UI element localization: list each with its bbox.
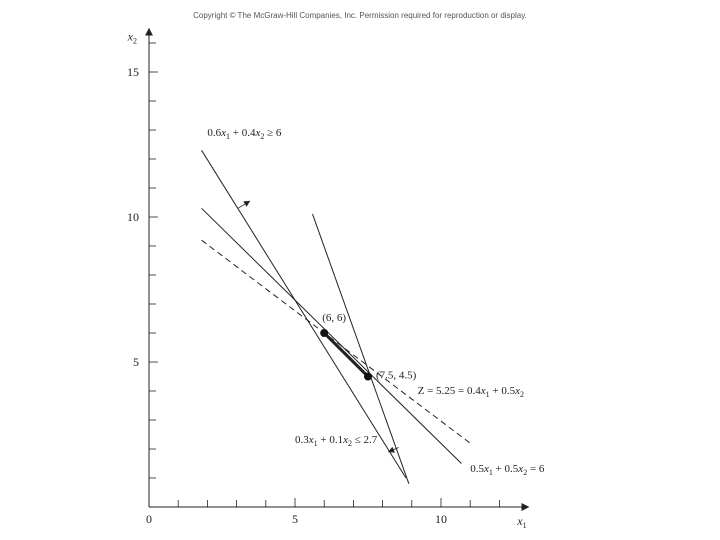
- annotation-c2_label-text: + 0.1: [318, 434, 343, 446]
- annotation-c2_label-sub: 2: [348, 439, 352, 448]
- series-line-opt: [323, 331, 370, 378]
- corner-point-marker: [320, 329, 329, 337]
- annotation-c3_label-sub: 1: [489, 468, 493, 477]
- y-axis-label-var: x: [127, 30, 134, 44]
- y-tick-label: 5: [133, 355, 139, 369]
- x-tick-label: 10: [435, 512, 447, 526]
- corner-point-label: (6, 6): [322, 312, 346, 324]
- x-axis-label: x1​: [516, 514, 526, 530]
- series-line-c2: [312, 213, 410, 484]
- annotation-c1_label-sub: 1: [226, 132, 230, 141]
- y-tick-label: 15: [127, 65, 139, 79]
- corner-point-label: (7.5, 4.5): [376, 370, 417, 382]
- copyright-notice: Copyright © The McGraw-Hill Companies, I…: [193, 11, 527, 20]
- annotation-c1_label-text: + 0.4: [230, 127, 256, 139]
- constraint-lines: [201, 150, 471, 484]
- annotation-c3_label: 0.5x1​ + 0.5x2​ = 6: [470, 463, 545, 477]
- annotation-c1_label-text: 0.6: [207, 127, 221, 139]
- y-axis-label: x2​: [127, 30, 137, 46]
- annotation-c2_label-text: ≤ 2.7: [352, 434, 378, 446]
- annotation-c1_label-var: x: [220, 127, 226, 139]
- annotation-c1_label-text: ≥ 6: [264, 127, 282, 139]
- annotation-z_label-var: x: [480, 385, 486, 397]
- annotation-c3_label-sub: 2: [523, 468, 527, 477]
- annotation-z_label-text: Z = 5.25 = 0.4: [418, 385, 482, 397]
- x-tick-label: 0: [146, 512, 152, 526]
- annotation-c3_label-var: x: [483, 463, 489, 475]
- x-axis-label-sub: 1: [523, 521, 527, 530]
- chart-labels: (6, 6)(7.5, 4.5)0.6x1​ + 0.4x2​ ≥ 60.3x1…: [207, 127, 545, 477]
- feasible-direction-arrow: [387, 446, 399, 453]
- x-tick-label: 5: [292, 512, 298, 526]
- annotation-c1_label: 0.6x1​ + 0.4x2​ ≥ 6: [207, 127, 282, 141]
- annotation-z_label-sub: 2: [520, 390, 524, 399]
- annotation-c2_label: 0.3x1​ + 0.1x2​ ≤ 2.7: [295, 434, 378, 448]
- y-axis-label-sub: 2: [133, 37, 137, 46]
- annotation-c3_label-text: = 6: [527, 463, 545, 475]
- annotation-z_label-var: x: [514, 385, 520, 397]
- annotation-c2_label-text: 0.3: [295, 434, 309, 446]
- annotation-c3_label-var: x: [517, 463, 523, 475]
- x-axis-label-var: x: [516, 514, 523, 528]
- feasible-direction-arrow: [237, 200, 251, 209]
- annotation-c2_label-var: x: [308, 434, 314, 446]
- series-line-c3: [201, 207, 462, 464]
- annotation-z_label: Z = 5.25 = 0.4x1​ + 0.5x2​: [418, 385, 524, 399]
- annotation-c3_label-text: + 0.5: [493, 463, 519, 475]
- annotation-c2_label-sub: 1: [314, 439, 318, 448]
- corner-point-marker: [364, 372, 372, 381]
- annotation-c3_label-text: 0.5: [470, 463, 484, 475]
- annotation-z_label-text: + 0.5: [490, 385, 516, 397]
- annotation-c1_label-var: x: [255, 127, 261, 139]
- y-tick-label: 10: [127, 210, 139, 224]
- annotation-c1_label-sub: 2: [260, 132, 264, 141]
- series-line-z: [201, 239, 471, 444]
- series-line-c1: [201, 150, 407, 479]
- axes: 0 5 10 5 10 15 x1​ x2​: [127, 27, 530, 530]
- annotation-z_label-sub: 1: [486, 390, 490, 399]
- annotation-c2_label-var: x: [342, 434, 348, 446]
